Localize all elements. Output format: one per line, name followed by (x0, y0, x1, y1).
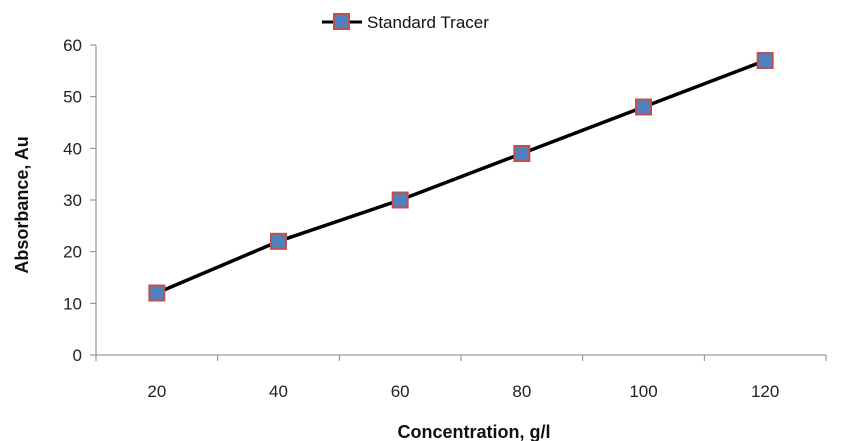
x-tick-label: 40 (269, 382, 288, 401)
legend: Standard Tracer (322, 13, 489, 32)
legend-marker (333, 13, 350, 30)
data-point-marker (635, 98, 652, 116)
x-tick-label: 80 (512, 382, 531, 401)
y-ticks: 0 10 20 30 40 50 60 (63, 36, 96, 365)
y-tick-label: 30 (63, 191, 82, 210)
data-point-marker (513, 145, 531, 162)
y-tick-label: 40 (63, 139, 82, 158)
data-point-marker (270, 232, 287, 250)
x-axis: 20 40 60 80 100 120 (95, 354, 827, 401)
data-point-marker (148, 284, 166, 302)
x-tick-label: 100 (629, 382, 657, 401)
y-tick-label: 60 (63, 36, 82, 55)
x-tick-label: 60 (391, 382, 410, 401)
series-line (156, 58, 766, 295)
x-ticks: 20 40 60 80 100 120 (95, 355, 827, 401)
x-tick-label: 20 (147, 382, 166, 401)
y-tick-label: 20 (63, 243, 82, 262)
y-axis-title: Absorbance, Au (12, 136, 32, 273)
x-axis-title: Concentration, g/l (398, 422, 551, 441)
x-tick-label: 120 (751, 382, 779, 401)
data-point-marker (756, 52, 774, 69)
y-tick-label: 10 (63, 294, 82, 313)
series-standard-tracer (148, 52, 774, 302)
data-point-marker (391, 191, 409, 209)
legend-label: Standard Tracer (367, 13, 489, 32)
y-tick-label: 50 (63, 88, 82, 107)
y-axis: 0 10 20 30 40 50 60 (63, 36, 97, 365)
y-tick-label: 0 (73, 346, 82, 365)
